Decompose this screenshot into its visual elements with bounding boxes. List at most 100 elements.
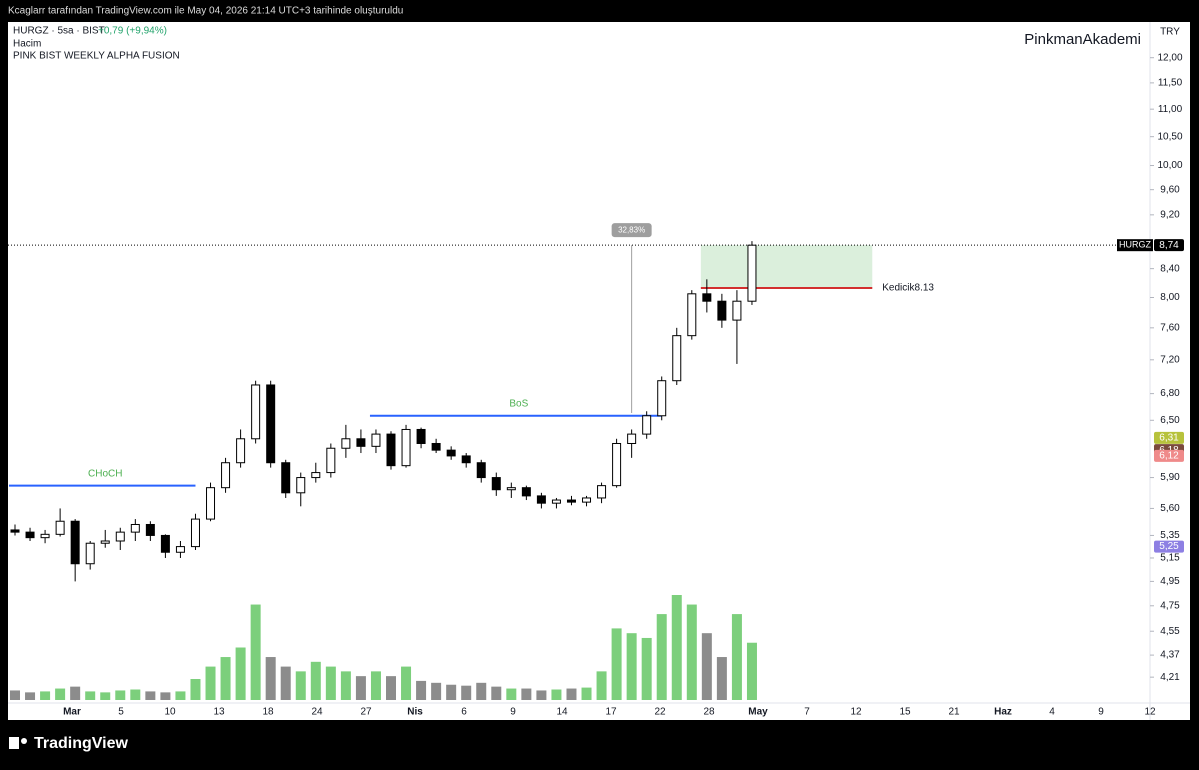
- y-tick-label: 5,90: [1160, 472, 1180, 483]
- volume-bar: [731, 614, 742, 700]
- x-tick-label: 15: [899, 707, 911, 718]
- measure-box: [611, 223, 652, 238]
- price-tag-label: 5,25: [1159, 541, 1179, 552]
- volume-bar: [235, 647, 246, 700]
- candle-body: [10, 529, 20, 533]
- y-tick-label: 11,50: [1158, 78, 1183, 89]
- candle-body: [145, 523, 155, 536]
- candle-body: [386, 433, 396, 467]
- candle-body: [190, 518, 200, 548]
- volume-bar: [671, 595, 682, 700]
- y-tick-label: 9,20: [1160, 209, 1180, 220]
- candle-body: [612, 442, 622, 487]
- volume-bar: [641, 637, 652, 700]
- y-tick-label: 12,00: [1157, 52, 1182, 63]
- candle-body: [536, 495, 546, 504]
- candle-body: [85, 542, 95, 565]
- candle-body: [672, 335, 682, 382]
- x-tick-label: 14: [556, 707, 568, 718]
- brand: TradingView: [34, 735, 129, 752]
- candle-body: [115, 531, 125, 542]
- x-tick-label: Haz: [994, 707, 1012, 718]
- volume-bar: [506, 688, 517, 700]
- y-tick-label: 5,15: [1160, 553, 1180, 564]
- x-tick-label: 5: [118, 707, 124, 718]
- candle-body: [597, 485, 607, 499]
- y-tick-label: 10,00: [1157, 160, 1182, 171]
- volume-bar: [220, 657, 231, 700]
- annotation-label: BoS: [509, 398, 528, 409]
- y-tick-label: 4,55: [1160, 626, 1180, 637]
- candle-body: [687, 293, 697, 337]
- x-tick-label: 18: [262, 707, 274, 718]
- candle-body: [717, 300, 727, 321]
- indicator: Hacim: [13, 39, 41, 50]
- y-tick-label: 5,35: [1160, 530, 1180, 541]
- volume-bar: [536, 690, 547, 700]
- y-tick-label: 4,37: [1160, 650, 1180, 661]
- indicator: PINK BIST WEEKLY ALPHA FUSION: [13, 51, 180, 62]
- volume-bar: [295, 671, 306, 700]
- candle-body: [657, 380, 667, 417]
- volume-bar: [386, 676, 396, 700]
- candle-body: [221, 462, 231, 489]
- logo-mark: [21, 738, 27, 744]
- y-tick-label: 7,60: [1160, 322, 1180, 333]
- volume-bar: [115, 690, 126, 700]
- volume-bar: [310, 661, 321, 700]
- x-tick-label: 12: [850, 707, 862, 718]
- symbol-tag-label: HURGZ: [1119, 240, 1151, 250]
- candle-body: [296, 477, 306, 494]
- candle-body: [100, 540, 110, 544]
- author: PinkmanAkademi: [1024, 31, 1141, 48]
- volume-bar: [340, 671, 351, 700]
- brand-logo[interactable]: TradingView: [9, 735, 129, 752]
- volume-bar: [596, 671, 607, 700]
- y-tick-label: 4,75: [1160, 600, 1180, 611]
- candle-body: [747, 244, 757, 302]
- candle-body: [266, 384, 276, 464]
- volume-bar: [446, 684, 457, 700]
- candle-body: [416, 428, 426, 444]
- volume-bar: [716, 657, 727, 700]
- volume-bar: [325, 666, 336, 700]
- x-tick-label: 24: [311, 707, 323, 718]
- watermark: Kcaglarr tarafından TradingView.com ile …: [8, 6, 403, 17]
- candle-body: [371, 433, 381, 447]
- price-tag: [1154, 540, 1184, 553]
- candle-body: [566, 499, 576, 503]
- y-tick-label: 4,95: [1160, 576, 1180, 587]
- candle-body: [491, 477, 501, 491]
- volume-bar: [25, 692, 36, 700]
- volume-bar: [130, 689, 141, 700]
- candle-body: [175, 546, 185, 553]
- candle-body: [702, 293, 712, 302]
- symbol: HURGZ · 5sa · BIST: [13, 26, 105, 37]
- price-tag-label: 6,31: [1159, 432, 1179, 443]
- volume-bar: [551, 689, 562, 700]
- chart-panel: [8, 22, 1190, 720]
- candle-body: [476, 462, 486, 479]
- change: +0,79 (+9,94%): [98, 26, 167, 37]
- x-tick-label: 7: [804, 707, 810, 718]
- volume-bar: [190, 679, 201, 700]
- volume-bar: [566, 688, 577, 700]
- x-tick-label: 6: [461, 707, 467, 718]
- candle-body: [206, 487, 216, 520]
- price-tag-label: 8,74: [1159, 240, 1179, 251]
- candle-body: [627, 433, 637, 444]
- volume-bar: [401, 666, 412, 700]
- volume-bar: [370, 671, 381, 700]
- candle-body: [311, 472, 321, 479]
- y-tick-label: 5,60: [1160, 503, 1180, 514]
- volume-bar: [160, 692, 171, 700]
- candle-body: [130, 523, 140, 533]
- price-tag: [1154, 239, 1184, 252]
- candle-body: [160, 534, 170, 553]
- currency[interactable]: TRY: [1160, 27, 1180, 38]
- candle-body: [55, 520, 65, 535]
- volume-bar: [491, 686, 502, 700]
- volume-bar: [431, 682, 442, 700]
- x-tick-label: 13: [213, 707, 225, 718]
